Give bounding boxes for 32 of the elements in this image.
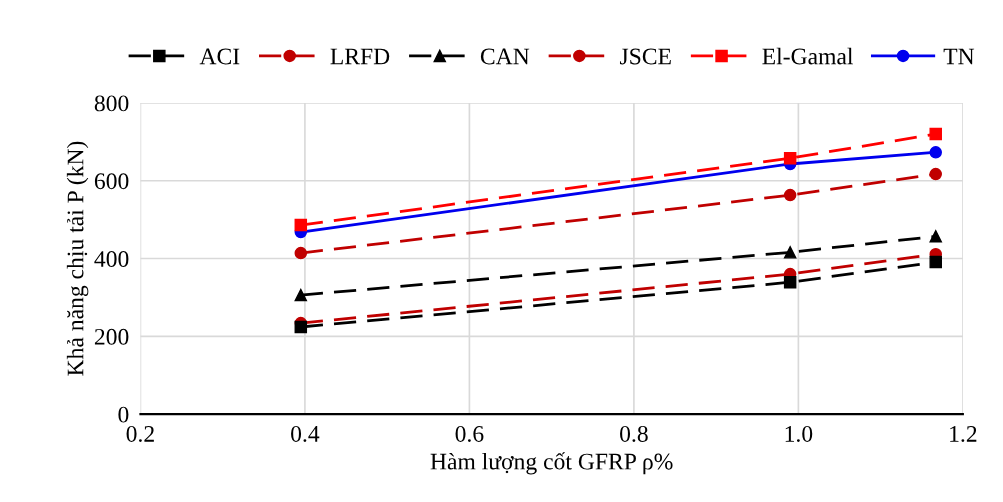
y-axis-title: Khả năng chịu tải P (kN) xyxy=(66,141,89,376)
point xyxy=(783,276,797,289)
point xyxy=(929,127,942,141)
legend-label: CAN xyxy=(480,48,530,65)
point xyxy=(783,246,797,259)
y-tick-label: 200 xyxy=(94,328,129,345)
legend-label: El-Gamal xyxy=(762,47,854,65)
x-tick-label: 0.6 xyxy=(455,425,484,442)
point xyxy=(929,255,942,269)
legend-label: ACI xyxy=(199,48,240,65)
legend-label: JSCE xyxy=(619,48,671,65)
point xyxy=(294,246,308,260)
point xyxy=(294,288,308,302)
point xyxy=(294,320,308,334)
point xyxy=(929,230,942,243)
point xyxy=(294,218,308,232)
point xyxy=(783,151,797,165)
legend-label: LRFD xyxy=(330,48,390,65)
point xyxy=(929,167,942,181)
x-tick-label: 0.8 xyxy=(620,425,648,442)
y-tick-label: 800 xyxy=(94,95,129,112)
y-tick-label: 600 xyxy=(94,173,129,190)
x-tick-label: 1.2 xyxy=(950,426,977,442)
legend-label: TN xyxy=(943,48,975,65)
point xyxy=(783,188,797,202)
y-tick-label: 0 xyxy=(118,406,129,423)
x-axis-title: Hàm lượng cốt GFRP ρ% xyxy=(430,452,673,475)
x-tick-label: 1.0 xyxy=(785,425,813,442)
x-tick-label: 0.4 xyxy=(291,425,320,442)
x-tick-label: 0.2 xyxy=(126,425,154,442)
point xyxy=(929,146,942,159)
y-tick-label: 400 xyxy=(94,251,129,267)
